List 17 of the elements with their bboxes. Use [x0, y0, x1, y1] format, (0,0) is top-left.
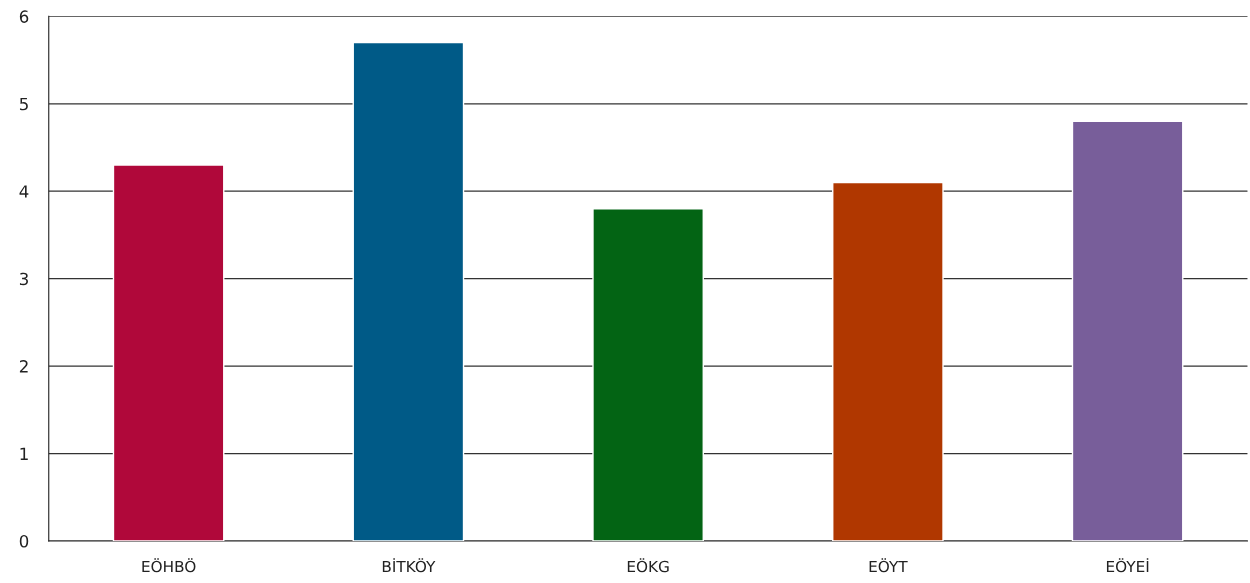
y-tick-label: 2: [19, 360, 28, 373]
bar: [592, 208, 704, 542]
x-tick-label: BİTKÖY: [382, 558, 436, 573]
bar: [112, 164, 225, 542]
y-tick-label: 1: [20, 447, 28, 460]
y-tick-label: 3: [19, 272, 28, 286]
x-tick-label: EÖHBÖ: [142, 558, 196, 573]
y-tick-label: 5: [19, 97, 28, 111]
y-tick-label: 4: [19, 185, 29, 198]
y-tick-label: 0: [19, 534, 29, 548]
bar: [832, 181, 944, 542]
bar: [352, 41, 465, 542]
bar: [1071, 120, 1184, 542]
y-tick-label: 6: [19, 10, 29, 23]
x-tick-label: EÖYEİ: [1106, 558, 1149, 573]
x-tick-label: EÖKG: [627, 558, 669, 573]
x-tick-label: EÖYT: [869, 558, 908, 573]
